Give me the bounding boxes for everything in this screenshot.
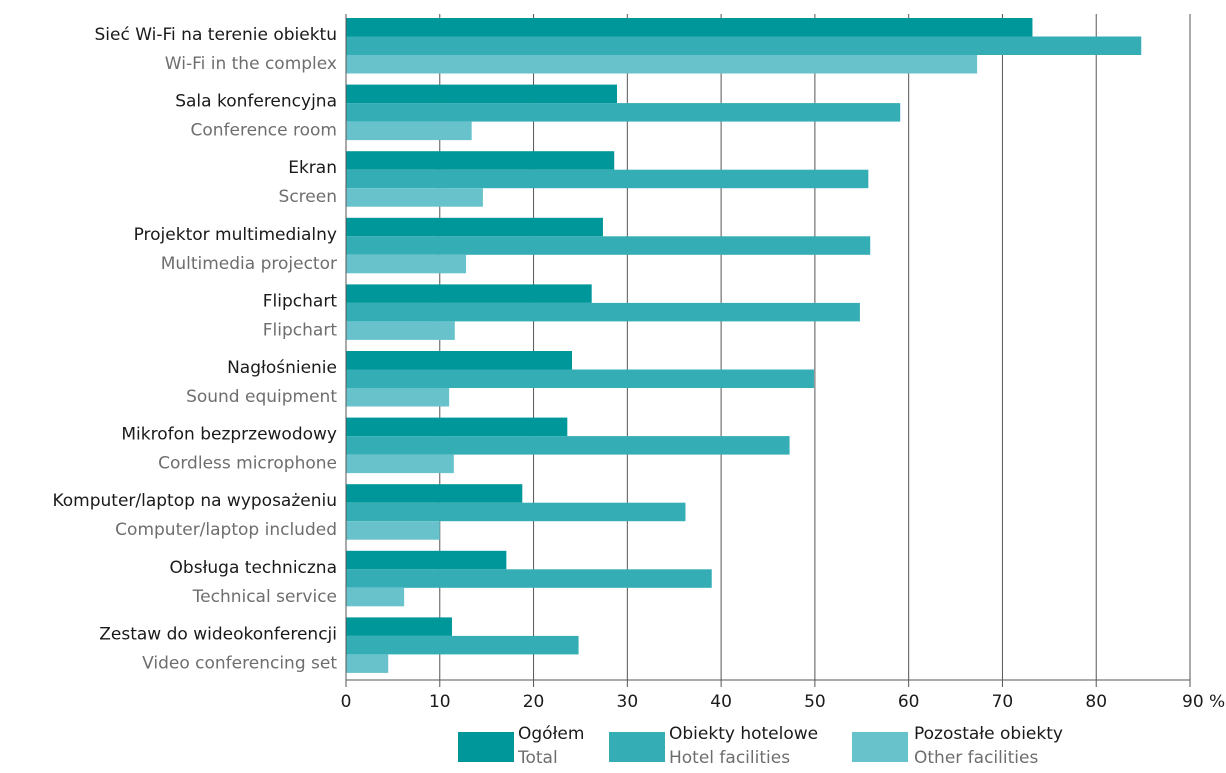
bar-total (346, 617, 452, 636)
bar-total (346, 151, 615, 170)
bar-hotel (346, 169, 869, 189)
category-label-en: Multimedia projector (161, 254, 337, 274)
category-label-en: Sound equipment (186, 387, 337, 407)
legend-label-en: Total (518, 748, 558, 768)
category-label: Projektor multimedialny (134, 225, 337, 245)
bar-hotel (346, 103, 901, 122)
bar-total (346, 417, 568, 437)
category-label: Sala konferencyjna (175, 92, 337, 112)
x-tick-label: 80 (1085, 692, 1107, 712)
bar-other (346, 454, 454, 474)
legend-swatch-hotel (609, 732, 665, 762)
x-tick-label: 30 (617, 692, 639, 712)
bar-other (346, 388, 450, 407)
x-tick-label: 0 (341, 692, 352, 712)
x-tick-label: 20 (523, 692, 545, 712)
x-tick-label: 90 % (1182, 692, 1225, 712)
category-label: Komputer/laptop na wyposażeniu (52, 491, 337, 511)
bar-hotel (346, 36, 1142, 55)
category-label-en: Video conferencing set (142, 653, 337, 673)
legend-label-pl: Obiekty hotelowe (669, 724, 819, 744)
legend-label-en: Other facilities (914, 748, 1039, 768)
legend-label-en: Hotel facilities (669, 748, 791, 768)
bar-total (346, 284, 592, 303)
legend-swatch-other (852, 732, 908, 762)
x-tick-label: 40 (710, 692, 732, 712)
bar-other (346, 321, 455, 340)
category-label-en: Flipchart (263, 320, 338, 340)
legend-swatch-total (458, 732, 514, 762)
category-label-en: Computer/laptop included (115, 520, 337, 540)
bar-other (346, 121, 472, 141)
bar-other (346, 521, 440, 540)
bar-hotel (346, 436, 790, 455)
category-label: Flipchart (263, 291, 338, 311)
bar-hotel (346, 635, 579, 655)
bar-total (346, 84, 618, 104)
category-label: Ekran (288, 158, 337, 178)
bar-other (346, 254, 467, 274)
bar-total (346, 18, 1033, 37)
bar-total (346, 351, 573, 370)
category-label-en: Conference room (190, 121, 337, 141)
bar-other (346, 188, 483, 207)
bar-hotel (346, 302, 860, 322)
bar-chart: Sieć Wi-Fi na terenie obiektu Wi-Fi in th… (52, 14, 1225, 712)
bar-hotel (346, 236, 871, 255)
bar-total (346, 484, 523, 503)
bar-other (346, 55, 978, 74)
bar-total (346, 550, 507, 570)
x-tick-label: 50 (804, 692, 826, 712)
bar-other (346, 654, 389, 673)
x-tick-label: 70 (992, 692, 1014, 712)
x-tick-label: 60 (898, 692, 920, 712)
category-label: Nagłośnienie (227, 358, 337, 378)
bar-hotel (346, 569, 712, 588)
category-label-en: Cordless microphone (158, 454, 337, 474)
bar-hotel (346, 369, 814, 388)
category-label: Sieć Wi-Fi na terenie obiektu (95, 25, 338, 45)
legend-label-pl: Pozostałe obiekty (914, 724, 1063, 744)
bar-total (346, 217, 603, 237)
category-label-en: Screen (279, 187, 337, 207)
x-tick-label: 10 (429, 692, 451, 712)
category-label: Zestaw do wideokonferencji (99, 624, 337, 644)
category-label: Mikrofon bezprzewodowy (121, 425, 337, 445)
category-label-en: Wi-Fi in the complex (165, 54, 337, 74)
bar-hotel (346, 502, 686, 522)
category-label-en: Technical service (192, 587, 337, 607)
bar-other (346, 587, 405, 607)
legend: Ogółem Total Obiekty hotelowe Hotel faci… (0, 724, 1226, 773)
category-label: Obsługa techniczna (170, 558, 337, 578)
legend-label-pl: Ogółem (518, 724, 585, 744)
